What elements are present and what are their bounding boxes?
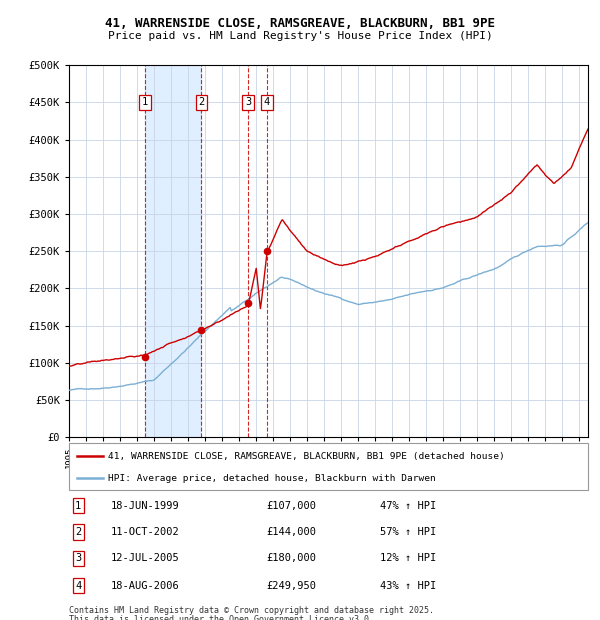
Text: 18-AUG-2006: 18-AUG-2006 xyxy=(110,581,179,591)
Text: £180,000: £180,000 xyxy=(266,553,316,563)
Text: 11-OCT-2002: 11-OCT-2002 xyxy=(110,527,179,537)
Text: This data is licensed under the Open Government Licence v3.0.: This data is licensed under the Open Gov… xyxy=(69,615,374,620)
Text: HPI: Average price, detached house, Blackburn with Darwen: HPI: Average price, detached house, Blac… xyxy=(108,474,436,483)
Text: 12-JUL-2005: 12-JUL-2005 xyxy=(110,553,179,563)
Text: 2: 2 xyxy=(75,527,82,537)
Text: £144,000: £144,000 xyxy=(266,527,316,537)
Text: 12% ↑ HPI: 12% ↑ HPI xyxy=(380,553,437,563)
Text: 4: 4 xyxy=(264,97,270,107)
Text: £249,950: £249,950 xyxy=(266,581,316,591)
Text: 47% ↑ HPI: 47% ↑ HPI xyxy=(380,500,437,510)
Text: £107,000: £107,000 xyxy=(266,500,316,510)
FancyBboxPatch shape xyxy=(69,443,588,490)
Text: 41, WARRENSIDE CLOSE, RAMSGREAVE, BLACKBURN, BB1 9PE: 41, WARRENSIDE CLOSE, RAMSGREAVE, BLACKB… xyxy=(105,17,495,30)
Text: 4: 4 xyxy=(75,581,82,591)
Text: 3: 3 xyxy=(245,97,251,107)
Bar xyxy=(145,65,202,437)
Text: Price paid vs. HM Land Registry's House Price Index (HPI): Price paid vs. HM Land Registry's House … xyxy=(107,31,493,41)
Text: 1: 1 xyxy=(142,97,148,107)
Text: 57% ↑ HPI: 57% ↑ HPI xyxy=(380,527,437,537)
Text: 1: 1 xyxy=(75,500,82,510)
Text: 2: 2 xyxy=(198,97,205,107)
Text: 41, WARRENSIDE CLOSE, RAMSGREAVE, BLACKBURN, BB1 9PE (detached house): 41, WARRENSIDE CLOSE, RAMSGREAVE, BLACKB… xyxy=(108,452,505,461)
Text: 43% ↑ HPI: 43% ↑ HPI xyxy=(380,581,437,591)
Text: 18-JUN-1999: 18-JUN-1999 xyxy=(110,500,179,510)
Text: Contains HM Land Registry data © Crown copyright and database right 2025.: Contains HM Land Registry data © Crown c… xyxy=(69,606,434,616)
Text: 3: 3 xyxy=(75,553,82,563)
